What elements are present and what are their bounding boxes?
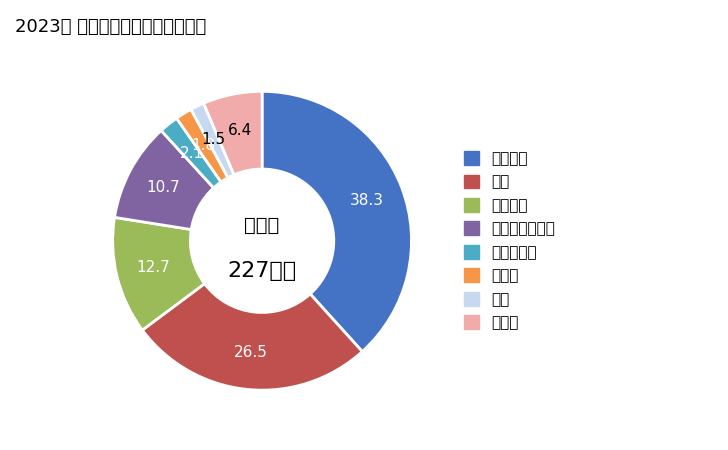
Wedge shape <box>143 284 363 390</box>
Text: 227億円: 227億円 <box>228 261 296 281</box>
Wedge shape <box>177 109 228 182</box>
Wedge shape <box>262 91 411 351</box>
Wedge shape <box>161 118 221 188</box>
Text: 2.1: 2.1 <box>180 146 204 161</box>
Text: 10.7: 10.7 <box>146 180 181 195</box>
Text: 26.5: 26.5 <box>234 345 268 360</box>
Legend: ベトナム, 中国, イタリア, バングラデシュ, ミャンマー, ドイツ, 韓国, その他: ベトナム, 中国, イタリア, バングラデシュ, ミャンマー, ドイツ, 韓国,… <box>464 151 555 330</box>
Text: 2023年 輸出相手国のシェア（％）: 2023年 輸出相手国のシェア（％） <box>15 18 206 36</box>
Text: 1.5: 1.5 <box>202 132 226 147</box>
Wedge shape <box>113 217 205 330</box>
Text: 38.3: 38.3 <box>349 193 384 208</box>
Wedge shape <box>191 103 234 178</box>
Text: 1.8: 1.8 <box>191 138 215 153</box>
Wedge shape <box>114 130 213 230</box>
Wedge shape <box>204 91 262 175</box>
Text: 6.4: 6.4 <box>228 123 252 139</box>
Text: 総　額: 総 額 <box>245 216 280 235</box>
Text: 12.7: 12.7 <box>136 260 170 275</box>
